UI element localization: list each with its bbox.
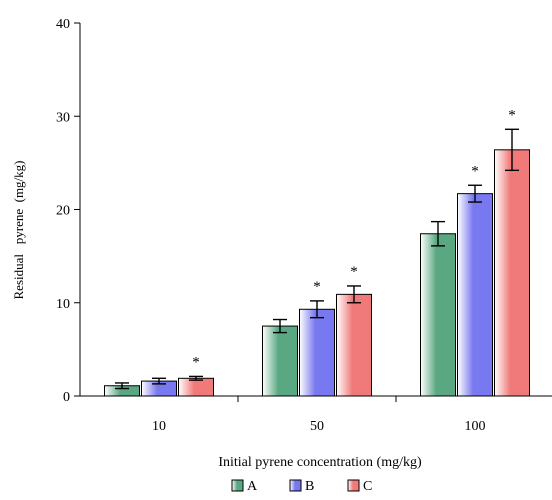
- error-bar-B-50: [310, 300, 324, 319]
- x-tick-label: 100: [465, 419, 486, 434]
- bar-C-10: [178, 377, 214, 397]
- error-bar-A-50: [273, 318, 287, 334]
- legend-swatch: [347, 479, 360, 492]
- x-tick-label: 50: [310, 419, 324, 434]
- x-tick-label: 10: [152, 419, 166, 434]
- significance-marker: *: [192, 354, 200, 370]
- error-bar-C-100: [505, 128, 519, 172]
- legend-swatch: [231, 479, 244, 492]
- significance-marker: *: [471, 163, 479, 179]
- x-axis: 10 50 100: [80, 395, 552, 434]
- legend-item-B: B: [289, 479, 314, 494]
- error-bars: [115, 128, 519, 390]
- x-axis-title: Initial pyrene concentration (mg/kg): [218, 455, 422, 470]
- bar-A-50: [262, 325, 298, 397]
- significance-marker: *: [313, 279, 321, 295]
- legend-label: C: [363, 479, 372, 494]
- error-bar-B-10: [152, 377, 166, 385]
- bars: [104, 149, 530, 397]
- significance-markers: * * * * *: [192, 107, 516, 370]
- legend: A B C: [231, 479, 372, 494]
- legend-label: B: [305, 479, 314, 494]
- error-bar-C-10: [189, 375, 203, 381]
- bar-C-50: [336, 293, 372, 397]
- y-axis-title: Residual pyrene (mg/kg): [11, 161, 26, 300]
- bar-C-100: [494, 149, 530, 397]
- legend-label: A: [247, 479, 258, 494]
- error-bar-C-50: [347, 285, 361, 304]
- error-bar-A-10: [115, 382, 129, 390]
- y-axis: 0 10 20 30 40: [56, 17, 81, 405]
- y-tick-label: 10: [56, 297, 70, 312]
- y-tick-label: 20: [56, 204, 70, 219]
- y-tick-label: 40: [56, 17, 70, 32]
- bar-B-100: [457, 193, 493, 397]
- bar-B-50: [299, 308, 335, 397]
- y-tick-label: 30: [56, 110, 70, 125]
- error-bar-A-100: [431, 220, 445, 247]
- legend-item-A: A: [231, 479, 258, 494]
- significance-marker: *: [350, 264, 358, 280]
- significance-marker: *: [508, 107, 516, 123]
- error-bar-B-100: [468, 184, 482, 203]
- y-tick-label: 0: [63, 390, 70, 405]
- legend-swatch: [289, 479, 302, 492]
- legend-item-C: C: [347, 479, 372, 494]
- bar-A-100: [420, 233, 456, 397]
